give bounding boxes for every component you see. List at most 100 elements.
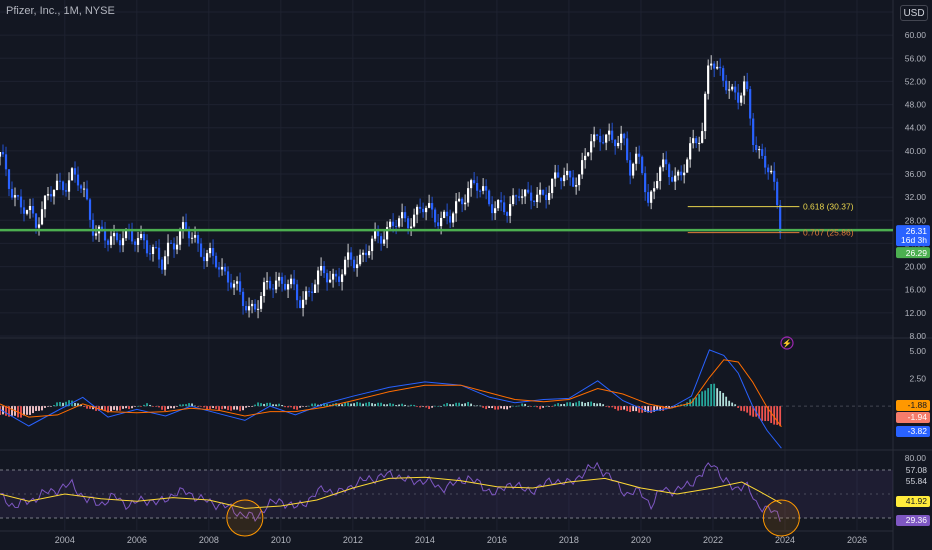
macd-histogram-bar — [227, 406, 229, 411]
macd-histogram-bar — [743, 406, 746, 412]
macd-histogram-bar — [131, 406, 133, 409]
macd-histogram-bar — [395, 405, 397, 407]
macd-histogram-bar — [698, 394, 701, 407]
candle-body — [494, 208, 497, 214]
candle-body — [650, 191, 653, 203]
macd-histogram-bar — [260, 403, 262, 407]
candle-body — [575, 185, 578, 187]
candle-body — [190, 237, 194, 239]
candle-body — [587, 152, 590, 156]
last-price-label: 26.31 — [906, 226, 928, 236]
macd-histogram-bar — [77, 403, 79, 407]
candle-body — [497, 200, 500, 209]
macd-histogram-bar — [158, 406, 160, 408]
candle-body — [521, 196, 524, 198]
candle-body — [1, 152, 5, 155]
candle-body — [370, 238, 374, 252]
candle-body — [485, 186, 488, 191]
candle-body — [677, 171, 680, 176]
candle-body — [7, 169, 11, 189]
macd-histogram-bar — [617, 406, 620, 411]
candle-body — [442, 211, 446, 218]
candle-body — [211, 248, 215, 256]
candle-body — [349, 252, 353, 260]
chart-title: Pfizer, Inc., 1M, NYSE — [6, 5, 115, 17]
candle-body — [385, 227, 389, 240]
lightning-icon: ⚡ — [782, 338, 792, 348]
macd-histogram-bar — [629, 406, 632, 412]
candle-body — [599, 135, 602, 143]
candle-body — [665, 159, 668, 165]
macd-histogram-bar — [542, 406, 545, 408]
macd-histogram-bar — [23, 406, 25, 416]
macd-histogram-bar — [638, 406, 641, 413]
candle-body — [719, 66, 722, 69]
macd-histogram-bar — [494, 406, 497, 410]
macd-histogram-bar — [2, 406, 4, 415]
macd-histogram-bar — [695, 397, 698, 407]
macd-histogram-bar — [473, 405, 476, 407]
macd-histogram-bar — [56, 402, 58, 407]
rsi-value-label: 29.36 — [906, 515, 928, 525]
macd-histogram-bar — [311, 403, 313, 407]
macd-histogram-bar — [413, 404, 415, 407]
macd-histogram-bar — [467, 401, 470, 407]
macd-histogram-bar — [428, 406, 430, 410]
candle-body — [334, 273, 338, 277]
candle-body — [548, 193, 551, 201]
candle-body — [226, 271, 230, 283]
macd-histogram-bar — [197, 406, 199, 407]
candle-body — [19, 196, 23, 208]
macd-histogram-bar — [623, 406, 626, 410]
time-axis-tick: 2024 — [775, 535, 795, 545]
candle-body — [52, 189, 56, 197]
candle-body — [217, 267, 221, 270]
candle-body — [698, 142, 701, 144]
candle-body — [689, 143, 692, 160]
candle-body — [178, 230, 182, 245]
price-axis-tick: 36.00 — [905, 169, 927, 179]
macd-histogram-bar — [152, 406, 154, 407]
macd-histogram-bar — [122, 406, 124, 409]
time-axis-tick: 2004 — [55, 535, 75, 545]
candle-body — [620, 133, 623, 143]
candle-body — [169, 242, 173, 244]
macd-histogram-bar — [548, 406, 551, 407]
candle-body — [409, 226, 413, 229]
macd-histogram-bar — [407, 405, 409, 407]
candle-body — [779, 205, 782, 233]
macd-histogram-bar — [293, 406, 295, 410]
macd-histogram-bar — [527, 405, 530, 407]
macd-histogram-bar — [509, 406, 512, 408]
currency-button[interactable]: USD — [900, 5, 928, 21]
candle-body — [133, 241, 137, 245]
candle-body — [109, 236, 113, 245]
candle-body — [557, 172, 560, 178]
macd-histogram-bar — [611, 406, 614, 408]
candle-body — [331, 273, 335, 280]
macd-histogram-bar — [305, 406, 307, 407]
candle-body — [295, 284, 299, 301]
candle-body — [731, 86, 734, 90]
candle-body — [530, 192, 533, 201]
rsi-value-label: 41.92 — [906, 496, 928, 506]
candle-body — [479, 190, 482, 192]
candle-body — [214, 255, 218, 268]
price-countdown-label: 16d 3h — [901, 235, 927, 245]
macd-histogram-bar — [590, 401, 593, 407]
macd-histogram-bar — [26, 406, 28, 415]
candle-body — [539, 189, 542, 195]
candle-body — [130, 231, 134, 242]
macd-histogram-bar — [497, 406, 500, 410]
macd-histogram-bar — [191, 403, 193, 407]
candle-body — [656, 181, 659, 189]
macd-histogram-bar — [458, 402, 461, 407]
candle-body — [163, 256, 167, 270]
macd-histogram-bar — [95, 406, 97, 411]
candle-body — [746, 81, 749, 90]
macd-histogram-bar — [176, 406, 178, 407]
candle-body — [352, 259, 356, 269]
macd-histogram-bar — [287, 406, 289, 408]
candle-body — [268, 280, 272, 289]
